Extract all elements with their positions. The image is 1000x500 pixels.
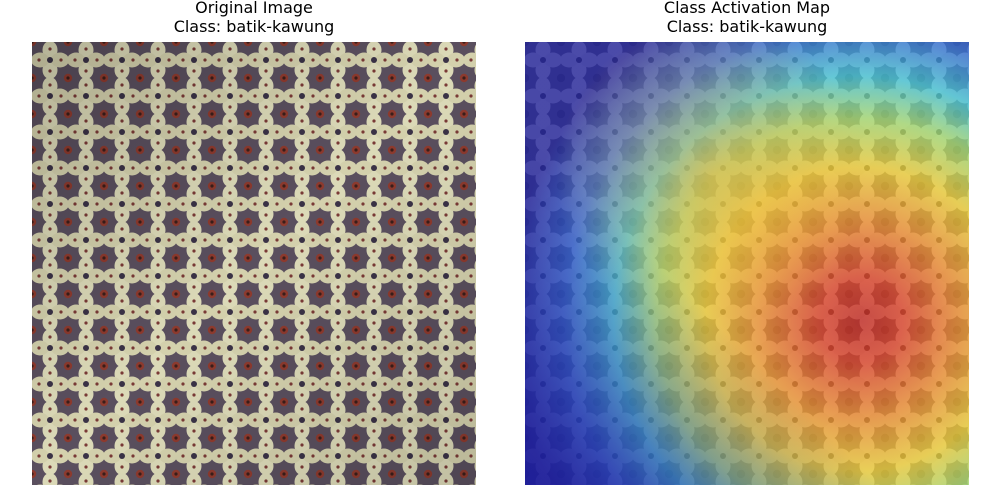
activation-map-class-label: Class: batik-kawung [666, 17, 828, 36]
heatmap-overlay [525, 42, 969, 485]
original-image [32, 42, 476, 485]
original-image-title-text: Original Image [195, 0, 313, 17]
batik-photo [32, 42, 476, 485]
original-image-title: Original Image Class: batik-kawung [32, 0, 476, 36]
original-image-class-label: Class: batik-kawung [173, 17, 335, 36]
class-activation-map [525, 42, 969, 485]
activation-map-title: Class Activation Map Class: batik-kawung [525, 0, 969, 36]
activation-map-title-text: Class Activation Map [663, 0, 831, 17]
